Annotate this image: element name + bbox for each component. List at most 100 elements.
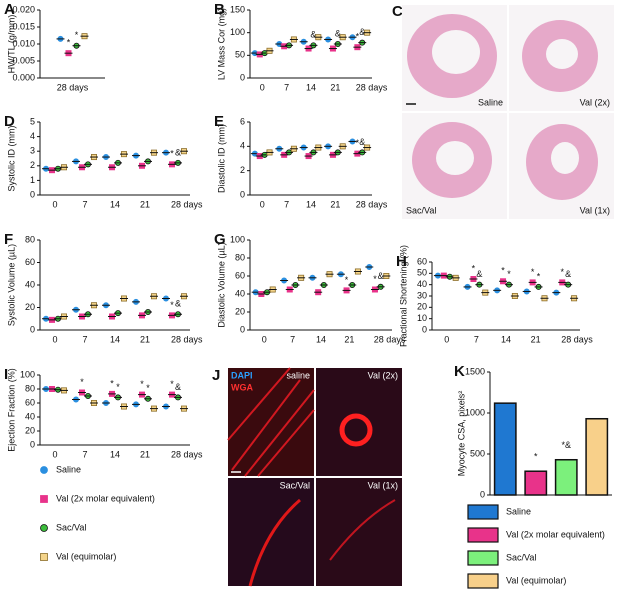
legend-label: Sac/Val (56, 522, 86, 532)
significance-label: * (80, 377, 84, 387)
legend-label: Saline (56, 464, 81, 474)
y-tick-label: 40 (25, 411, 35, 421)
significance-label: & (359, 137, 365, 147)
legend-label: Val (2x molar equivalent) (56, 493, 155, 503)
panel-letter: C (392, 3, 403, 20)
y-tick-label: 0 (30, 439, 35, 449)
y-tick-label: 0 (422, 324, 427, 334)
y-tick-label: 150 (230, 4, 245, 14)
significance-label: * (345, 275, 349, 285)
x-tick-label: 28 days (171, 199, 203, 209)
x-tick-label: 0 (444, 334, 449, 344)
x-tick-label: 0 (262, 334, 267, 344)
y-tick-label: 80 (25, 234, 35, 244)
y-tick-label: 60 (25, 257, 35, 267)
y-axis-label: Diastolic Volume (µL) (216, 242, 226, 327)
y-axis-label: Systolic Volume (µL) (6, 244, 16, 326)
y-tick-label: 60 (235, 270, 245, 280)
significance-label: * (373, 274, 377, 284)
y-axis-label: Ejection Fraction (%) (6, 368, 16, 452)
y-tick-label: 20 (25, 302, 35, 312)
x-tick-label: 14 (306, 82, 316, 92)
panel-letter: E (214, 113, 224, 130)
legend-label: Val (2x molar equivalent) (506, 529, 605, 539)
y-tick-label: 0.020 (12, 4, 35, 14)
y-tick-label: 10 (417, 313, 427, 323)
x-tick-label: 0 (52, 199, 57, 209)
legend-marker (40, 524, 48, 532)
x-tick-label: 14 (501, 334, 511, 344)
significance-label: * (170, 149, 174, 159)
y-tick-label: 0.000 (12, 72, 35, 82)
panel-letter: F (4, 231, 13, 248)
panel-letter: G (214, 231, 226, 248)
x-tick-label: 0 (260, 82, 265, 92)
significance-label: & (359, 27, 365, 37)
tile-label: Val (1x) (580, 205, 610, 215)
significance-label: & (476, 269, 482, 279)
legend-swatch (467, 550, 499, 566)
bar (554, 458, 578, 496)
x-tick-label: 7 (474, 334, 479, 344)
y-tick-label: 60 (417, 256, 427, 266)
y-tick-label: 0 (30, 189, 35, 199)
y-tick-label: 20 (25, 425, 35, 435)
x-tick-label: 28 days (561, 334, 593, 344)
significance-label: & (565, 269, 571, 279)
y-tick-label: 50 (417, 268, 427, 278)
significance-label: * (116, 382, 120, 392)
panel-letter: D (4, 113, 15, 130)
significance-label: * (356, 32, 360, 42)
x-tick-label: 21 (531, 334, 541, 344)
y-tick-label: 0.005 (12, 55, 35, 65)
histology-panel (402, 5, 614, 219)
x-tick-label: 7 (290, 334, 295, 344)
y-tick-label: 80 (25, 383, 35, 393)
tile-label: Sac/Val (406, 205, 436, 215)
y-axis-label: HW/TL (g/mm) (6, 15, 16, 74)
significance-label: * (537, 271, 541, 281)
y-tick-label: 40 (235, 288, 245, 298)
legend-label: Sac/Val (506, 552, 536, 562)
tile-label: Sac/Val (280, 480, 310, 490)
x-tick-label: 28 days (374, 334, 406, 344)
significance-label: & (335, 28, 341, 38)
x-tick-label: 28 days (356, 82, 388, 92)
y-tick-label: 2 (30, 160, 35, 170)
y-tick-label: 2 (240, 165, 245, 175)
tile-label: Val (1x) (368, 480, 398, 490)
panel-letter: A (4, 1, 15, 18)
y-axis-label: Diastolic ID (mm) (216, 124, 226, 193)
y-tick-label: 0 (240, 324, 245, 334)
y-tick-label: 0 (30, 324, 35, 334)
y-tick-label: 100 (230, 234, 245, 244)
significance-label: * (472, 263, 476, 273)
significance-label: * (110, 378, 114, 388)
legend-label: Saline (506, 506, 531, 516)
x-tick-label: 21 (140, 449, 150, 459)
legend-label: Val (equimolar) (56, 551, 116, 561)
significance-label: * (170, 379, 174, 389)
x-tick-label: 28 days (171, 449, 203, 459)
y-tick-label: 5 (30, 116, 35, 126)
y-axis-label: LV Mass Cor (mg) (216, 8, 226, 80)
significance-label: * (560, 267, 564, 277)
y-tick-label: 4 (240, 141, 245, 151)
x-tick-label: 21 (330, 82, 340, 92)
significance-label: & (310, 30, 316, 40)
bar (493, 402, 517, 496)
x-tick-label: 28 days (57, 82, 89, 92)
significance-label: * (507, 269, 511, 279)
significance-label: * (534, 452, 538, 462)
y-tick-label: 100 (20, 369, 35, 379)
significance-label: * (531, 267, 535, 277)
y-tick-label: 50 (235, 50, 245, 60)
y-tick-label: 0 (480, 489, 485, 499)
significance-label: * (67, 38, 71, 48)
y-axis-label: Myocyte CSA, pixels² (456, 391, 466, 477)
y-tick-label: 100 (230, 27, 245, 37)
y-tick-label: 3 (30, 146, 35, 156)
legend-marker (40, 466, 48, 474)
legend-swatch (467, 504, 499, 520)
